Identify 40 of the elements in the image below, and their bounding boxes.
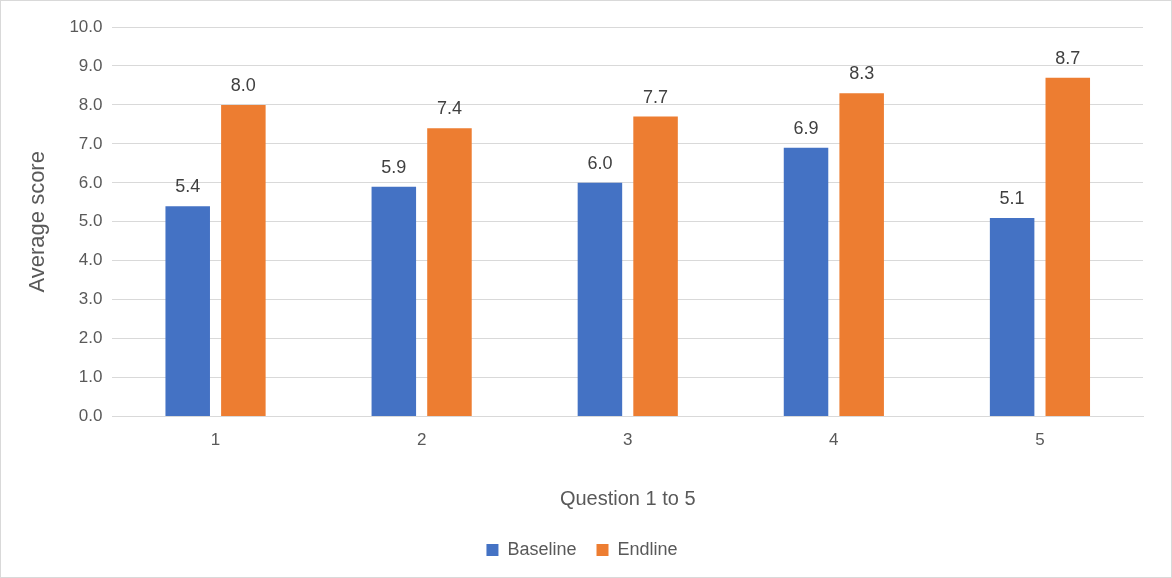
bar	[1045, 77, 1091, 417]
data-label: 5.9	[381, 156, 407, 177]
x-tick-label: 5	[1035, 430, 1045, 450]
bar	[427, 128, 472, 417]
y-tick-label: 7.0	[78, 133, 103, 153]
x-tick-label: 2	[416, 430, 427, 450]
bar	[165, 206, 210, 417]
y-axis-title: Average score	[24, 151, 50, 293]
x-tick-label: 4	[829, 430, 839, 450]
bar	[371, 186, 417, 417]
bar	[783, 147, 829, 417]
y-tick-label: 5.0	[78, 211, 103, 231]
y-tick-label: 6.0	[78, 172, 103, 192]
data-label: 8.0	[230, 74, 256, 95]
data-label: 6.0	[587, 152, 613, 173]
data-label: 8.3	[849, 63, 875, 84]
x-axis-title: Question 1 to 5	[559, 486, 696, 509]
x-tick-label: 3	[623, 430, 633, 450]
legend-label: Baseline	[507, 538, 577, 559]
y-tick-label: 2.0	[78, 328, 103, 348]
y-tick-label: 9.0	[78, 55, 103, 75]
y-tick-label: 8.0	[78, 94, 103, 114]
bar	[577, 182, 623, 417]
y-tick-label: 10.0	[69, 16, 103, 36]
y-tick-label: 4.0	[78, 250, 103, 270]
y-tick-label: 3.0	[78, 289, 103, 309]
data-label: 7.7	[643, 86, 669, 107]
data-label: 5.4	[175, 176, 201, 197]
y-tick-label: 0.0	[78, 406, 103, 426]
bar	[633, 116, 678, 417]
data-label: 6.9	[793, 117, 819, 138]
y-tick-label: 1.0	[78, 367, 103, 387]
data-label: 5.1	[999, 187, 1025, 208]
x-tick-label: 1	[210, 430, 221, 450]
data-label: 7.4	[436, 98, 462, 119]
legend-label: Endline	[617, 538, 678, 559]
bar	[221, 104, 266, 417]
data-label: 8.7	[1055, 47, 1081, 68]
bar	[839, 93, 884, 417]
bar	[989, 217, 1035, 417]
